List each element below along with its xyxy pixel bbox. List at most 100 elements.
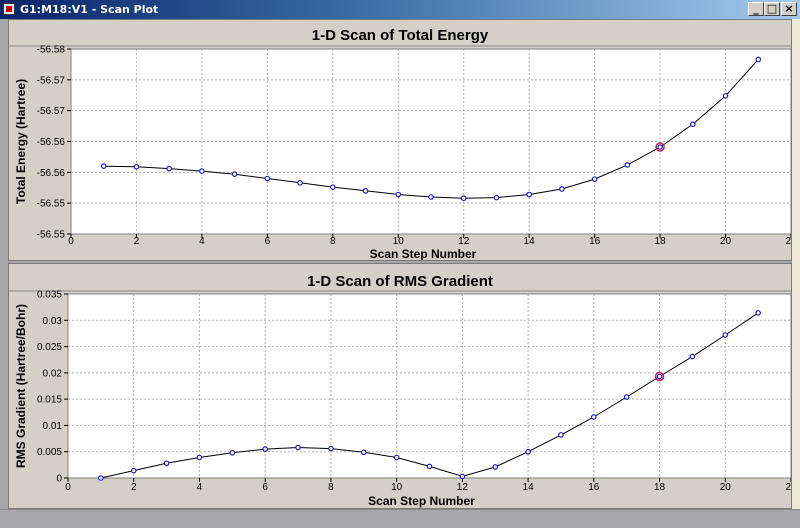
data-point bbox=[559, 186, 565, 192]
y-tick-label: -56.57 bbox=[37, 75, 66, 86]
data-point bbox=[558, 432, 564, 438]
data-point bbox=[130, 467, 137, 474]
data-point bbox=[196, 454, 203, 461]
data-point bbox=[393, 454, 400, 461]
y-axis-label: RMS Gradient (Hartree/Bohr) bbox=[14, 304, 28, 468]
y-tick-label: -56.55 bbox=[37, 199, 66, 210]
data-point bbox=[330, 184, 336, 190]
data-point bbox=[459, 473, 466, 480]
data-point bbox=[624, 162, 631, 168]
x-tick-label: 8 bbox=[328, 482, 334, 493]
data-point bbox=[657, 144, 663, 150]
x-tick-label: 10 bbox=[391, 482, 403, 493]
y-tick-label: -56.56 bbox=[37, 168, 66, 179]
gradient-chart: 1-D Scan of RMS Gradient 0 2 4 6 8 10 12 14 16 18 2… bbox=[9, 273, 797, 508]
data-point bbox=[231, 171, 238, 177]
x-tick-label: 12 bbox=[458, 236, 470, 247]
y-tick-label: 0.015 bbox=[37, 395, 62, 406]
x-tick-label: 14 bbox=[523, 482, 535, 493]
x-tick-label: 0 bbox=[65, 482, 71, 493]
data-point bbox=[264, 175, 271, 182]
x-tick-label: 2 bbox=[134, 236, 140, 247]
data-point bbox=[133, 163, 140, 170]
chart-title: 1-D Scan of Total Energy bbox=[312, 27, 489, 44]
x-tick-label: 10 bbox=[393, 236, 405, 247]
app-icon bbox=[3, 3, 15, 15]
y-tick-label: -56.55 bbox=[37, 230, 66, 241]
gradient-plot-panel: 1-D Scan of RMS Gradient 0 2 4 6 8 10 12 14 16 18 2… bbox=[8, 263, 797, 509]
x-tick-label: 0 bbox=[68, 236, 74, 247]
data-point bbox=[591, 176, 598, 182]
data-point bbox=[360, 449, 367, 456]
data-point bbox=[526, 191, 532, 198]
y-tick-label: 0 bbox=[56, 474, 62, 485]
x-tick-label: 6 bbox=[265, 236, 271, 247]
data-point bbox=[297, 180, 303, 186]
window-titlebar[interactable]: G1:M18:V1 - Scan Plot _ □ × bbox=[0, 0, 800, 19]
x-tick-label: 20 bbox=[720, 236, 732, 247]
data-point bbox=[199, 168, 205, 174]
data-point bbox=[656, 373, 663, 380]
chart-title: 1-D Scan of RMS Gradient bbox=[307, 273, 493, 290]
x-tick-label: 20 bbox=[720, 482, 732, 493]
x-tick-label: 4 bbox=[199, 236, 205, 247]
data-point bbox=[395, 191, 402, 198]
y-tick-label: 0.005 bbox=[37, 447, 62, 458]
x-axis-label: Scan Step Number bbox=[370, 247, 477, 260]
data-point bbox=[690, 121, 696, 128]
data-point bbox=[755, 56, 762, 63]
close-button[interactable]: × bbox=[781, 2, 797, 16]
x-tick-label: 18 bbox=[655, 236, 667, 247]
data-point bbox=[493, 194, 500, 201]
status-bar bbox=[0, 509, 800, 528]
y-tick-label: 0.035 bbox=[37, 290, 62, 301]
data-point bbox=[362, 188, 369, 194]
data-point bbox=[460, 195, 467, 202]
data-point bbox=[295, 444, 301, 451]
y-tick-label: 0.02 bbox=[43, 368, 63, 379]
data-point bbox=[689, 353, 696, 360]
data-point bbox=[328, 445, 334, 452]
energy-chart: 1-D Scan of Total Energy 0 2 4 6 8 10 12 14 16 18 2… bbox=[9, 27, 797, 261]
data-point bbox=[426, 463, 433, 470]
data-point bbox=[492, 464, 499, 470]
data-point bbox=[262, 446, 268, 452]
energy-plot-panel: 1-D Scan of Total Energy 0 2 4 6 8 10 12 14 16 18 2… bbox=[8, 19, 797, 261]
data-point bbox=[755, 310, 761, 316]
data-point bbox=[163, 460, 170, 467]
y-tick-label: -56.58 bbox=[37, 45, 66, 56]
x-tick-label: 12 bbox=[457, 482, 469, 493]
data-point bbox=[722, 93, 729, 99]
window-client-area: 1-D Scan of Total Energy 0 2 4 6 8 10 12 14 16 18 2… bbox=[0, 19, 800, 509]
y-tick-label: 0.01 bbox=[43, 421, 63, 432]
data-point bbox=[722, 332, 729, 338]
y-tick-label: -56.57 bbox=[37, 106, 66, 117]
data-point bbox=[229, 449, 236, 456]
x-tick-label: 6 bbox=[262, 482, 268, 493]
window-right-edge bbox=[792, 19, 800, 509]
highlighted-point bbox=[655, 142, 665, 152]
data-point bbox=[591, 414, 597, 420]
x-tick-label: 22 bbox=[785, 482, 791, 493]
y-tick-label: 0.03 bbox=[43, 316, 63, 327]
plot-area bbox=[67, 293, 792, 479]
x-tick-label: 22 bbox=[785, 236, 791, 247]
maximize-button[interactable]: □ bbox=[764, 2, 780, 16]
x-axis-label: Scan Step Number bbox=[368, 494, 475, 508]
data-point bbox=[100, 163, 107, 169]
x-tick-label: 18 bbox=[654, 482, 666, 493]
y-axis-label: Total Energy (Hartree) bbox=[14, 79, 28, 204]
data-point bbox=[98, 475, 104, 481]
data-point bbox=[623, 394, 630, 400]
x-tick-label: 8 bbox=[330, 236, 336, 247]
minimize-button[interactable]: _ bbox=[748, 2, 764, 16]
x-tick-label: 4 bbox=[197, 482, 203, 493]
data-point bbox=[166, 165, 172, 172]
data-point bbox=[428, 194, 434, 200]
x-tick-label: 2 bbox=[131, 482, 137, 493]
data-point bbox=[525, 448, 531, 455]
x-tick-label: 14 bbox=[524, 236, 536, 247]
window-title: G1:M18:V1 - Scan Plot bbox=[20, 3, 159, 16]
highlighted-point bbox=[654, 371, 665, 382]
x-tick-label: 16 bbox=[588, 482, 600, 493]
